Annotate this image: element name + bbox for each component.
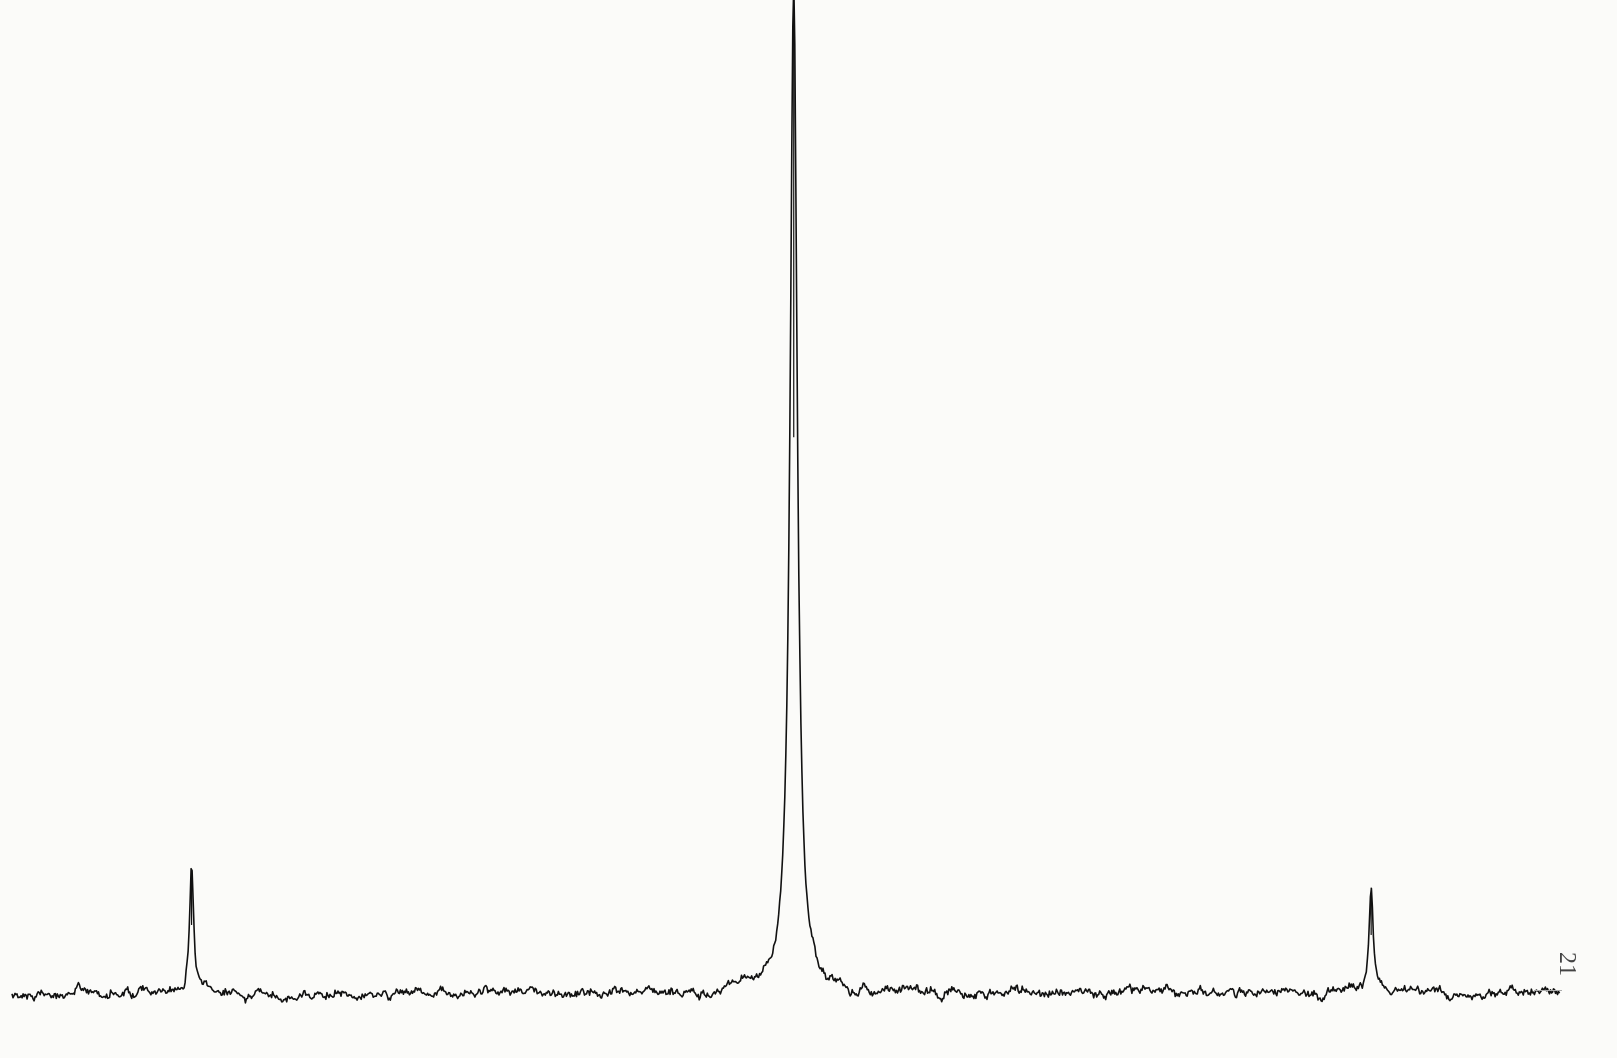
page-number-rule xyxy=(1534,990,1562,991)
spectrum-trace-line xyxy=(11,0,1561,1004)
page-number: 21 xyxy=(1554,952,1580,976)
spectrum-trace-group xyxy=(11,0,1561,1004)
